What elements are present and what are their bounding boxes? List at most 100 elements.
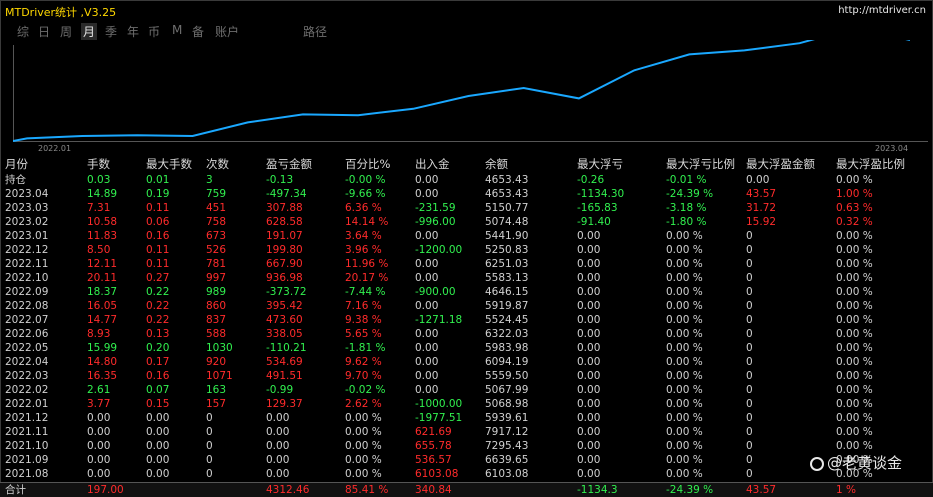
table-cell: 14.80 bbox=[87, 356, 118, 368]
table-cell: 0.00 bbox=[577, 454, 601, 466]
tab-3[interactable]: 月 bbox=[81, 23, 98, 40]
column-header[interactable]: 出入金 bbox=[415, 157, 450, 171]
table-cell: -9.66 % bbox=[345, 188, 386, 200]
watermark-logo-icon bbox=[810, 457, 824, 471]
column-header[interactable]: 最大浮亏比例 bbox=[666, 157, 735, 171]
table-row[interactable]: 2022.04 14.80 0.17 920 534.69 9.62 % 0.00 6094.… bbox=[0, 355, 933, 369]
table-row[interactable]: 2022.01 3.77 0.15 157 129.37 2.62 % -1000.00 50… bbox=[0, 397, 933, 411]
table-cell: 9.62 % bbox=[345, 356, 382, 368]
table-cell: 0.00 bbox=[415, 384, 439, 396]
table-row[interactable]: 2022.08 16.05 0.22 860 395.42 7.16 % 0.00 5919.… bbox=[0, 299, 933, 313]
table-cell: 0.63 % bbox=[836, 202, 873, 214]
site-url-link[interactable]: http://mtdriver.cn bbox=[838, 5, 926, 16]
table-cell: 338.05 bbox=[266, 328, 303, 340]
column-header[interactable]: 最大浮盈金额 bbox=[746, 157, 815, 171]
table-cell: 2021.12 bbox=[5, 412, 49, 424]
table-cell: -110.21 bbox=[266, 342, 307, 354]
column-header[interactable]: 最大手数 bbox=[146, 157, 192, 171]
table-cell: 18.37 bbox=[87, 286, 118, 298]
tab-4[interactable]: 季 bbox=[105, 25, 118, 39]
column-header[interactable]: 余额 bbox=[485, 157, 508, 171]
table-cell: 5250.83 bbox=[485, 244, 529, 256]
table-row[interactable]: 2021.09 0.00 0.00 0 0.00 0.00 % 536.57 6639.65 0… bbox=[0, 453, 933, 467]
table-cell: 20.11 bbox=[87, 272, 118, 284]
table-cell: 0.00 % bbox=[345, 468, 382, 480]
tab-6[interactable]: 币 bbox=[148, 25, 161, 39]
table-row[interactable]: 2023.02 10.58 0.06 758 628.58 14.14 % -996.00 5… bbox=[0, 215, 933, 229]
table-row[interactable]: 持仓 0.03 0.01 3 -0.13 -0.00 % 0.00 4653.43 -0.26 -… bbox=[0, 173, 933, 187]
tab-5[interactable]: 年 bbox=[127, 25, 140, 39]
tab-8[interactable]: 备 bbox=[192, 25, 205, 39]
table-cell: 14.14 % bbox=[345, 216, 389, 228]
table-row[interactable]: 2021.08 0.00 0.00 0 0.00 0.00 % 6103.08 6103.08… bbox=[0, 467, 933, 481]
balance-line-chart: 2022.01 2023.04 bbox=[13, 40, 928, 153]
table-row[interactable]: 2022.07 14.77 0.22 837 473.60 9.38 % -1271.18 5… bbox=[0, 313, 933, 327]
column-header[interactable]: 最大浮亏 bbox=[577, 157, 623, 171]
table-row[interactable]: 2022.10 20.11 0.27 997 936.98 20.17 % 0.00 5583… bbox=[0, 271, 933, 285]
table-cell: 0.00 % bbox=[836, 174, 873, 186]
table-cell: 3.77 bbox=[87, 398, 111, 410]
table-cell: 0.00 bbox=[577, 230, 601, 242]
table-row[interactable]: 2021.12 0.00 0.00 0 0.00 0.00 % -1977.51 5939.6… bbox=[0, 411, 933, 425]
tab-1[interactable]: 日 bbox=[38, 25, 51, 39]
table-row[interactable]: 2023.04 14.89 0.19 759 -497.34 -9.66 % 0.00 465… bbox=[0, 187, 933, 201]
table-cell: 936.98 bbox=[266, 272, 303, 284]
table-cell: 9.38 % bbox=[345, 314, 382, 326]
table-cell: 0 bbox=[746, 258, 753, 270]
table-cell: 0.00 % bbox=[836, 244, 873, 256]
table-cell: 持仓 bbox=[5, 174, 26, 186]
table-row[interactable]: 2022.09 18.37 0.22 989 -373.72 -7.44 % -900.00… bbox=[0, 285, 933, 299]
table-row[interactable]: 2021.10 0.00 0.00 0 0.00 0.00 % 655.78 7295.43 0… bbox=[0, 439, 933, 453]
table-cell: 0.00 % bbox=[666, 300, 703, 312]
watermark-text: @老黄谈金 bbox=[827, 454, 903, 472]
table-cell: 673 bbox=[206, 230, 227, 242]
table-cell: 491.51 bbox=[266, 370, 303, 382]
table-row[interactable]: 2022.03 16.35 0.16 1071 491.51 9.70 % 0.00 5559… bbox=[0, 369, 933, 383]
column-header[interactable]: 次数 bbox=[206, 157, 229, 171]
table-cell: 191.07 bbox=[266, 230, 303, 242]
tab-7[interactable]: M bbox=[172, 23, 183, 37]
table-cell: 0.00 % bbox=[836, 300, 873, 312]
column-header[interactable]: 月份 bbox=[5, 157, 28, 171]
table-row[interactable]: 2021.11 0.00 0.00 0 0.00 0.00 % 621.69 7917.12 0… bbox=[0, 425, 933, 439]
tab-0[interactable]: 综 bbox=[17, 25, 30, 39]
table-cell: 0.00 bbox=[577, 370, 601, 382]
table-cell: 0.00 bbox=[415, 300, 439, 312]
column-header[interactable]: 百分比% bbox=[345, 157, 391, 171]
table-cell: 0 bbox=[746, 426, 753, 438]
table-cell: 0.00 bbox=[87, 412, 111, 424]
table-cell: 2.62 % bbox=[345, 398, 382, 410]
tab-10[interactable]: 路径 bbox=[303, 25, 328, 39]
total-cell: 197.00 bbox=[87, 484, 124, 496]
table-cell: 0 bbox=[746, 244, 753, 256]
table-cell: -1271.18 bbox=[415, 314, 463, 326]
table-cell: -1134.30 bbox=[577, 188, 625, 200]
tab-9[interactable]: 账户 bbox=[215, 25, 240, 39]
table-cell: 0.11 bbox=[146, 244, 170, 256]
table-row[interactable]: 2022.11 12.11 0.11 781 667.90 11.96 % 0.00 6251… bbox=[0, 257, 933, 271]
table-cell: 6103.08 bbox=[415, 468, 459, 480]
table-row[interactable]: 2023.03 7.31 0.11 451 307.88 6.36 % -231.59 515… bbox=[0, 201, 933, 215]
table-row[interactable]: 2022.06 8.93 0.13 588 338.05 5.65 % 0.00 6322.0… bbox=[0, 327, 933, 341]
table-cell: 0.00 % bbox=[836, 286, 873, 298]
table-row[interactable]: 2023.01 11.83 0.16 673 191.07 3.64 % 0.00 5441.… bbox=[0, 229, 933, 243]
table-cell: 3 bbox=[206, 174, 213, 186]
table-cell: 5583.13 bbox=[485, 272, 529, 284]
column-header[interactable]: 最大浮盈比例 bbox=[836, 157, 905, 171]
table-cell: 2022.02 bbox=[5, 384, 49, 396]
table-cell: -1.81 % bbox=[345, 342, 386, 354]
total-cell: 85.41 % bbox=[345, 484, 389, 496]
table-row[interactable]: 2022.05 15.99 0.20 1030 -110.21 -1.81 % 0.00 59… bbox=[0, 341, 933, 355]
table-cell: 0 bbox=[746, 412, 753, 424]
column-header[interactable]: 盈亏金额 bbox=[266, 157, 312, 171]
table-cell: 5524.45 bbox=[485, 314, 529, 326]
tab-2[interactable]: 周 bbox=[60, 25, 73, 39]
column-header[interactable]: 手数 bbox=[87, 157, 110, 171]
table-cell: 15.92 bbox=[746, 216, 777, 228]
total-cell: 340.84 bbox=[415, 484, 452, 496]
table-cell: 15.99 bbox=[87, 342, 118, 354]
table-row[interactable]: 2022.02 2.61 0.07 163 -0.99 -0.02 % 0.00 5067.9… bbox=[0, 383, 933, 397]
table-cell: 860 bbox=[206, 300, 227, 312]
table-cell: 0 bbox=[206, 412, 213, 424]
table-row[interactable]: 2022.12 8.50 0.11 526 199.80 3.96 % -1200.00 52… bbox=[0, 243, 933, 257]
